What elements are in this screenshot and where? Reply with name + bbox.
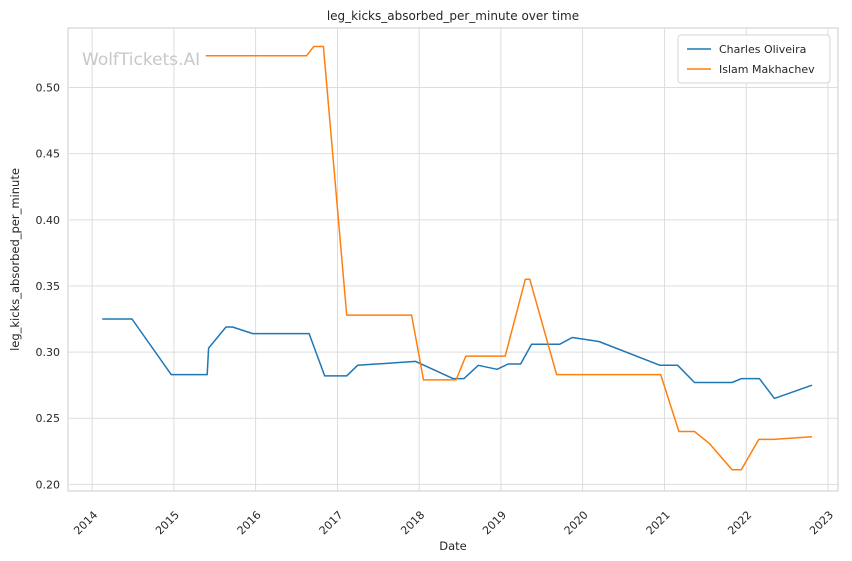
y-tick-label: 0.25 — [36, 412, 61, 425]
x-tick-label: 2016 — [235, 508, 264, 537]
watermark-text: WolfTickets.AI — [82, 50, 200, 70]
chart-title: leg_kicks_absorbed_per_minute over time — [327, 9, 579, 23]
x-tick-label: 2021 — [644, 508, 673, 537]
y-tick-label: 0.30 — [36, 346, 61, 359]
x-tick-label: 2019 — [480, 508, 509, 537]
legend-label-1: Islam Makhachev — [719, 63, 815, 76]
x-tick-label: 2023 — [807, 508, 836, 537]
x-tick-label: 2022 — [725, 508, 754, 537]
y-tick-label: 0.40 — [36, 214, 61, 227]
x-tick-label: 2020 — [562, 508, 591, 537]
y-tick-label: 0.50 — [36, 82, 61, 95]
x-tick-label: 2014 — [71, 508, 100, 537]
x-tick-label: 2018 — [398, 508, 427, 537]
x-tick-label: 2015 — [153, 508, 182, 537]
y-tick-label: 0.35 — [36, 280, 61, 293]
legend-label-0: Charles Oliveira — [719, 43, 806, 56]
series-layer — [102, 45, 813, 471]
grid-lines — [68, 28, 838, 491]
series-line-0 — [102, 318, 813, 400]
y-axis-label: leg_kicks_absorbed_per_minute — [8, 168, 22, 351]
series-line-1 — [205, 45, 813, 471]
legend-box — [677, 34, 831, 84]
x-tick-label: 2017 — [317, 508, 346, 537]
legend: Charles Oliveira Islam Makhachev — [677, 34, 831, 84]
plot-area — [67, 27, 839, 492]
y-tick-label: 0.20 — [36, 478, 61, 491]
y-tick-label: 0.45 — [36, 148, 61, 161]
x-axis-label: Date — [439, 539, 467, 553]
